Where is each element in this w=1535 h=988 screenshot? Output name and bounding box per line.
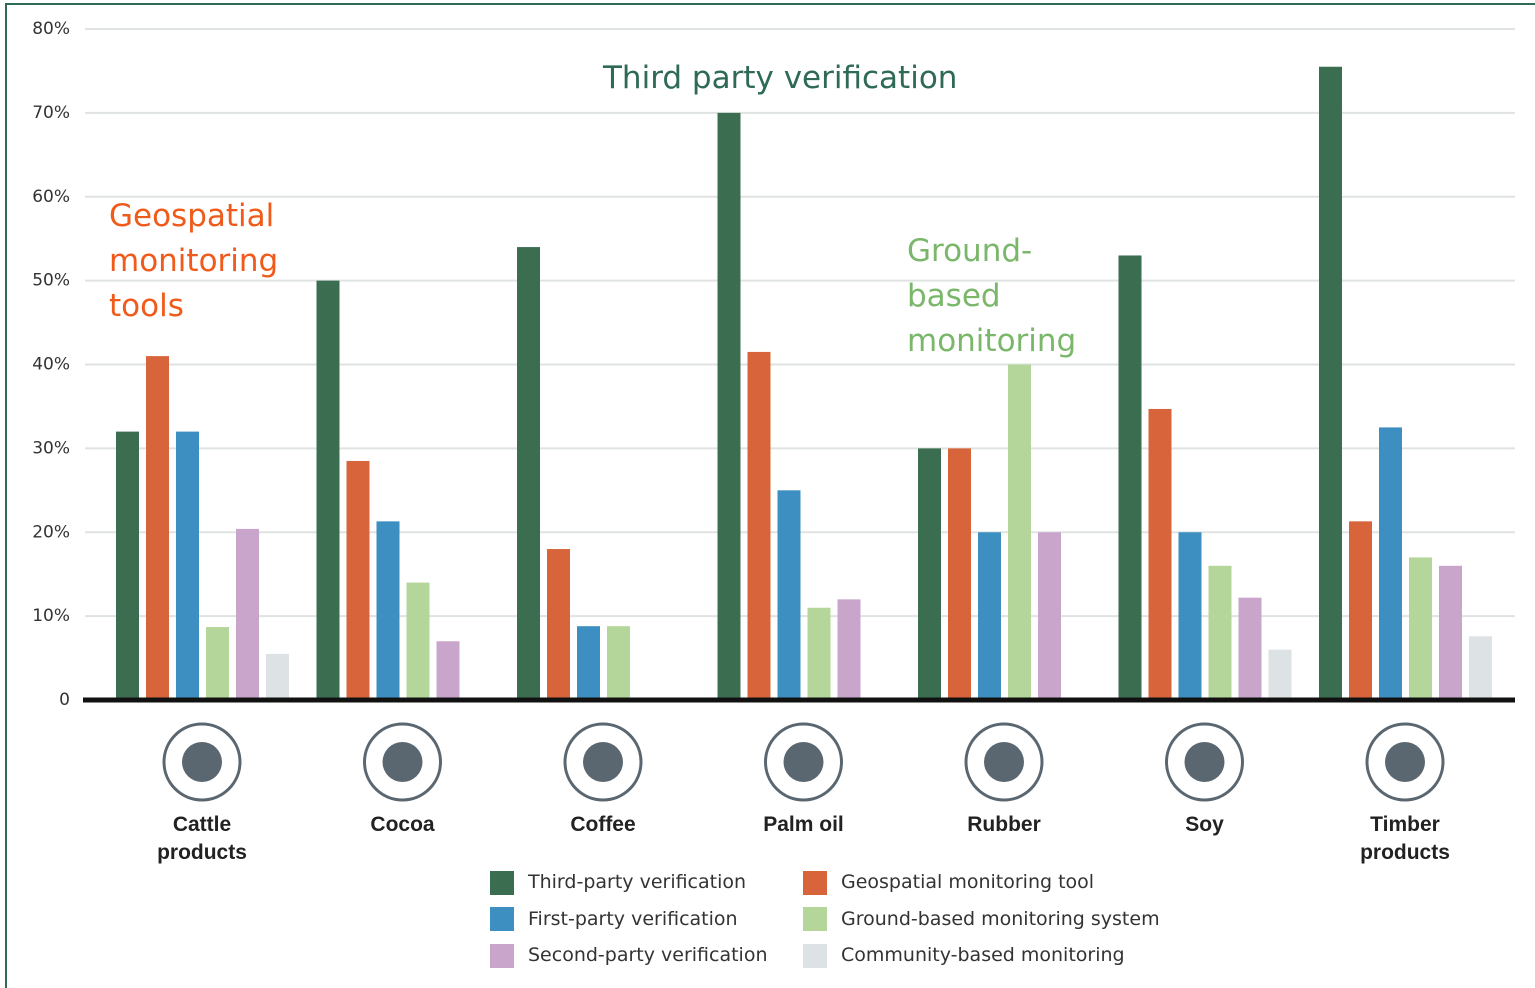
y-tick-label: 50% <box>32 271 70 291</box>
bar <box>176 431 199 700</box>
legend-entry: Geospatial monitoring tool <box>803 870 1094 895</box>
annotation: Ground-based monitoring <box>907 233 1077 359</box>
bar <box>316 280 340 700</box>
bar <box>266 653 289 700</box>
annotation: Third party verification <box>603 60 958 96</box>
bar <box>1349 521 1372 700</box>
bar <box>747 351 771 700</box>
category-icon-glyph <box>182 742 222 782</box>
bar <box>1469 636 1492 700</box>
legend-swatch <box>803 870 827 895</box>
bar <box>1319 66 1342 700</box>
bar <box>116 431 139 700</box>
category-icon-glyph <box>783 742 824 782</box>
bar <box>1409 557 1432 700</box>
x-tick-label: Coffee <box>570 813 636 836</box>
legend-entry: First-party verification <box>490 907 738 931</box>
legend-entry: Community-based monitoring <box>803 943 1125 968</box>
legend-entry: Ground-based monitoring system <box>803 907 1160 931</box>
bar <box>1379 427 1402 700</box>
y-tick-label: 40% <box>32 355 70 375</box>
bar <box>717 112 741 700</box>
bar <box>807 607 831 700</box>
legend-label: Community-based monitoring <box>841 944 1125 966</box>
bar <box>346 460 370 700</box>
y-tick-label: 80% <box>32 19 70 39</box>
category-icon-glyph <box>583 742 623 782</box>
legend-label: Geospatial monitoring tool <box>841 871 1095 893</box>
bar <box>1439 565 1462 700</box>
legend-entry: Second-party verification <box>490 943 768 968</box>
y-tick-label: 30% <box>32 438 70 458</box>
bar <box>837 599 861 700</box>
bar <box>1008 364 1031 700</box>
y-tick-label: 20% <box>32 522 70 542</box>
x-tick-label: Cattle products <box>157 813 247 864</box>
bar <box>607 626 630 700</box>
bar <box>436 641 460 700</box>
category-icon-glyph <box>1385 742 1425 782</box>
legend-label: Second-party verification <box>528 944 768 966</box>
frame <box>5 3 1535 988</box>
legend-swatch <box>490 907 514 931</box>
bar <box>978 532 1001 700</box>
category-icon-glyph <box>1184 742 1225 782</box>
x-tick-label: Soy <box>1185 813 1224 836</box>
y-tick-label: 70% <box>32 103 70 123</box>
x-tick-label: Palm oil <box>763 813 844 836</box>
bar <box>146 356 169 700</box>
bar <box>1178 532 1202 700</box>
bar <box>1208 565 1232 700</box>
bar <box>577 626 600 700</box>
legend-label: Third-party verification <box>528 871 747 893</box>
x-tick-label: Cocoa <box>370 813 435 836</box>
category-icon-glyph <box>382 742 423 782</box>
bar <box>236 528 259 700</box>
bar <box>517 247 540 700</box>
bar <box>376 521 400 700</box>
legend-swatch <box>490 943 514 968</box>
category-icon-glyph <box>984 742 1024 782</box>
y-tick-label: 0 <box>59 690 70 710</box>
legend-label: Ground-based monitoring system <box>841 907 1160 930</box>
bar <box>1118 255 1142 700</box>
bar <box>206 627 229 700</box>
bar <box>547 549 570 700</box>
legend-swatch <box>803 943 827 968</box>
annotation: Geospatial monitoring tools <box>109 198 279 324</box>
bar <box>918 448 941 700</box>
y-tick-label: 10% <box>32 606 70 626</box>
bar <box>1238 597 1262 700</box>
bar <box>777 490 801 700</box>
legend-swatch <box>490 870 514 895</box>
bar <box>948 448 971 700</box>
y-tick-label: 60% <box>32 187 70 207</box>
legend-label: First-party verification <box>528 907 738 930</box>
x-tick-label: Timber products <box>1360 813 1450 864</box>
bar <box>1038 532 1061 700</box>
legend-entry: Third-party verification <box>490 870 746 895</box>
x-tick-label: Rubber <box>967 813 1041 836</box>
bar <box>1268 649 1292 700</box>
legend-swatch <box>803 907 827 931</box>
bar <box>1148 408 1172 700</box>
bar <box>406 582 430 700</box>
